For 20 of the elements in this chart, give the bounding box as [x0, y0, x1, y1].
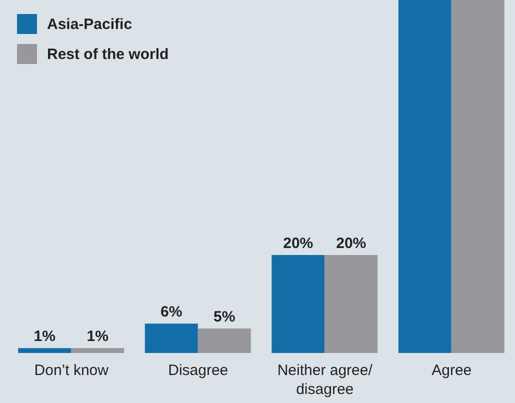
bar: [144, 324, 198, 353]
data-label: 20%: [283, 234, 314, 252]
x-tick-label: Neither agree/ disagree: [277, 362, 374, 398]
data-label: 5%: [214, 308, 236, 326]
bar: [198, 328, 251, 353]
data-label: 1%: [86, 328, 108, 346]
data-label: 6%: [160, 304, 182, 321]
x-tick-label: Don’t know: [34, 362, 109, 379]
bar: [324, 254, 378, 353]
data-label: 20%: [336, 234, 366, 252]
legend-label: Asia-Pacific: [47, 16, 132, 32]
x-tick-label: Agree: [432, 362, 472, 379]
legend-label: Rest of the world: [47, 46, 169, 62]
bar: [451, 0, 504, 353]
bar: [71, 348, 124, 353]
x-tick-label: Disagree: [168, 362, 228, 379]
bar: [18, 348, 72, 353]
bar: [272, 254, 325, 353]
bar: [398, 0, 452, 353]
data-label: 1%: [34, 328, 56, 346]
